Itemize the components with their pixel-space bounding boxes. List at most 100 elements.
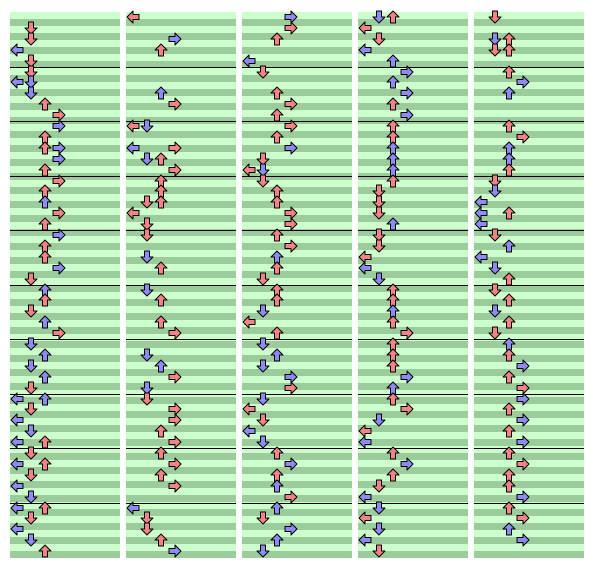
arrow-up-icon bbox=[502, 43, 516, 57]
measure-line bbox=[358, 176, 468, 177]
background-band bbox=[126, 348, 236, 355]
background-band bbox=[242, 201, 352, 208]
background-band bbox=[358, 82, 468, 89]
background-band bbox=[242, 271, 352, 278]
arrow-left-icon bbox=[242, 402, 256, 416]
background-band bbox=[242, 439, 352, 446]
column-2 bbox=[126, 10, 236, 558]
arrow-up-icon bbox=[270, 108, 284, 122]
arrow-down-icon bbox=[24, 511, 38, 525]
arrow-right-icon bbox=[52, 326, 66, 340]
background-band bbox=[10, 96, 120, 103]
arrow-down-icon bbox=[372, 522, 386, 536]
background-band bbox=[358, 516, 468, 523]
background-band bbox=[242, 292, 352, 299]
background-band bbox=[358, 313, 468, 320]
arrow-down-icon bbox=[372, 32, 386, 46]
arrow-down-icon bbox=[488, 174, 502, 188]
background-band bbox=[126, 355, 236, 362]
background-band bbox=[126, 194, 236, 201]
arrow-down-icon bbox=[372, 239, 386, 253]
arrow-up-icon bbox=[502, 370, 516, 384]
measure-line bbox=[358, 285, 468, 286]
measure-line bbox=[242, 67, 352, 68]
background-band bbox=[10, 117, 120, 124]
background-band bbox=[126, 180, 236, 187]
background-band bbox=[242, 348, 352, 355]
arrow-up-icon bbox=[502, 119, 516, 133]
background-band bbox=[358, 411, 468, 418]
background-band bbox=[358, 432, 468, 439]
background-band bbox=[242, 502, 352, 509]
arrow-up-icon bbox=[270, 293, 284, 307]
background-band bbox=[10, 229, 120, 236]
measure-line bbox=[358, 339, 468, 340]
arrow-left-icon bbox=[242, 54, 256, 68]
background-band bbox=[10, 271, 120, 278]
arrow-down-icon bbox=[488, 184, 502, 198]
arrow-right-icon bbox=[284, 522, 298, 536]
arrow-up-icon bbox=[502, 424, 516, 438]
arrow-right-icon bbox=[284, 141, 298, 155]
background-band bbox=[358, 47, 468, 54]
arrow-down-icon bbox=[256, 152, 270, 166]
arrow-up-icon bbox=[38, 293, 52, 307]
background-band bbox=[474, 110, 584, 117]
background-band bbox=[242, 481, 352, 488]
arrow-down-icon bbox=[24, 32, 38, 46]
arrow-down-icon bbox=[24, 533, 38, 547]
arrow-up-icon bbox=[502, 86, 516, 100]
background-band bbox=[358, 103, 468, 110]
background-band bbox=[474, 341, 584, 348]
background-band bbox=[474, 285, 584, 292]
arrow-right-icon bbox=[284, 457, 298, 471]
background-band bbox=[242, 215, 352, 222]
arrow-down-icon bbox=[140, 228, 154, 242]
arrow-left-icon bbox=[358, 261, 372, 275]
arrow-right-icon bbox=[516, 457, 530, 471]
measure-line bbox=[474, 285, 584, 286]
arrow-up-icon bbox=[38, 97, 52, 111]
background-band bbox=[126, 187, 236, 194]
arrow-right-icon bbox=[400, 370, 414, 384]
arrow-down-icon bbox=[24, 75, 38, 89]
arrow-down-icon bbox=[372, 272, 386, 286]
arrow-right-icon bbox=[168, 32, 182, 46]
background-band bbox=[242, 75, 352, 82]
background-band bbox=[358, 439, 468, 446]
background-band bbox=[358, 194, 468, 201]
background-band bbox=[474, 467, 584, 474]
arrow-down-icon bbox=[256, 174, 270, 188]
arrow-up-icon bbox=[270, 261, 284, 275]
arrow-up-icon bbox=[386, 10, 400, 24]
background-band bbox=[242, 68, 352, 75]
arrow-up-icon bbox=[154, 261, 168, 275]
background-band bbox=[242, 495, 352, 502]
arrow-right-icon bbox=[168, 141, 182, 155]
arrow-left-icon bbox=[10, 392, 24, 406]
measure-line bbox=[474, 67, 584, 68]
background-band bbox=[474, 124, 584, 131]
arrow-up-icon bbox=[386, 97, 400, 111]
background-band bbox=[474, 418, 584, 425]
background-band bbox=[474, 12, 584, 19]
arrow-right-icon bbox=[516, 413, 530, 427]
background-band bbox=[126, 481, 236, 488]
arrow-left-icon bbox=[358, 43, 372, 57]
arrow-down-icon bbox=[488, 228, 502, 242]
background-band bbox=[10, 299, 120, 306]
background-band bbox=[126, 467, 236, 474]
measure-line bbox=[10, 285, 120, 286]
arrow-left-icon bbox=[10, 75, 24, 89]
arrow-right-icon bbox=[516, 533, 530, 547]
arrow-down-icon bbox=[488, 43, 502, 57]
background-band bbox=[474, 348, 584, 355]
background-band bbox=[474, 61, 584, 68]
background-band bbox=[10, 208, 120, 215]
arrow-down-icon bbox=[24, 468, 38, 482]
background-band bbox=[474, 75, 584, 82]
background-band bbox=[242, 306, 352, 313]
background-band bbox=[10, 404, 120, 411]
measure-line bbox=[474, 448, 584, 449]
